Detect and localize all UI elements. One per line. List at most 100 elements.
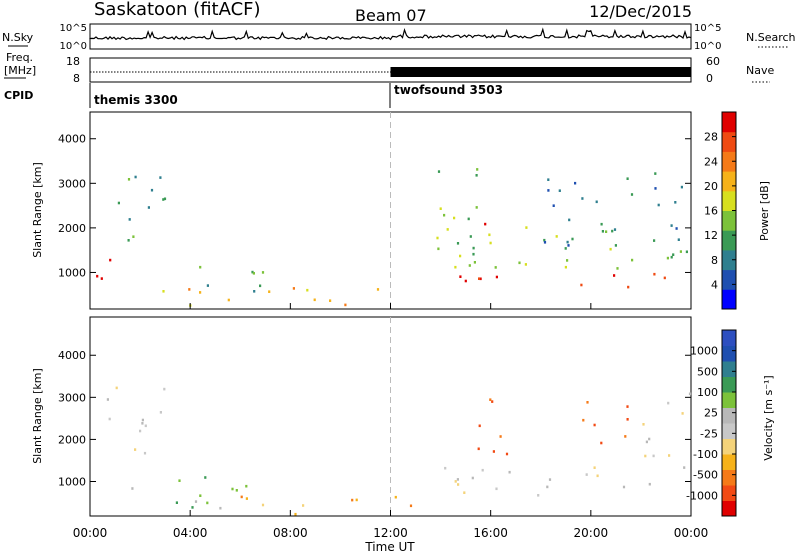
data-cell <box>648 482 651 486</box>
data-cell <box>106 398 109 401</box>
data-cell <box>443 213 446 217</box>
noise-search-label: N.Search <box>746 31 796 44</box>
data-cell <box>626 405 629 408</box>
data-cell <box>566 240 569 244</box>
y-tick-label: 1000 <box>58 475 86 488</box>
data-cell <box>117 201 120 205</box>
colorbar-tick-label: 24 <box>704 155 718 168</box>
data-cell <box>475 174 478 177</box>
power-y-ticks: 4000 3000 2000 1000 <box>58 133 691 279</box>
data-cell <box>139 429 142 433</box>
data-cell <box>648 437 651 441</box>
data-cell <box>613 274 616 277</box>
data-cell <box>484 222 487 226</box>
cpid-label: CPID <box>4 89 33 102</box>
data-cell <box>109 258 112 262</box>
velocity-colorbar: 1000 500 100 25 -25 -100 -500 -1000 <box>686 329 737 517</box>
colorbar-swatch <box>722 376 736 393</box>
data-cell <box>473 261 476 264</box>
data-cell <box>478 424 481 428</box>
data-cell <box>645 440 648 444</box>
power-panel-frame <box>89 111 692 310</box>
colorbar-swatch <box>722 392 736 408</box>
x-tick-label: 04:00 <box>173 526 208 540</box>
colorbar-swatch <box>722 210 736 231</box>
y-tick-label: 3000 <box>58 391 86 404</box>
colorbar-tick-label: -1000 <box>686 489 718 502</box>
data-cell <box>679 250 682 253</box>
data-cell <box>666 256 669 260</box>
data-cell <box>204 476 207 479</box>
data-cell <box>162 290 165 293</box>
data-cell <box>444 466 447 470</box>
data-cell <box>188 288 191 291</box>
data-cell <box>351 498 354 502</box>
velocity-panel: 4000 3000 2000 1000 Slant Range [km] 1000 50… <box>31 316 775 517</box>
data-cell <box>568 218 571 222</box>
noise-sky-series <box>89 27 692 41</box>
data-cell <box>508 470 511 474</box>
cpid-mode-themis: themis 3300 <box>94 93 178 107</box>
y-tick-label: 2000 <box>58 222 86 235</box>
data-cell <box>464 279 467 283</box>
data-cell <box>253 290 256 293</box>
date-title: 12/Dec/2015 <box>589 2 692 21</box>
velocity-panel-frame <box>89 316 692 517</box>
velocity-colorbar-label: Velocity [m s⁻¹] <box>762 375 775 460</box>
data-cell <box>472 246 475 250</box>
colorbar-tick-label: 16 <box>704 205 718 218</box>
data-cell <box>567 244 570 247</box>
data-cell <box>199 291 202 294</box>
noise-sky-label: N.Sky <box>2 31 34 44</box>
colorbar-tick-label: 25 <box>704 407 718 420</box>
data-cell <box>159 176 162 179</box>
y-tick-label: 4000 <box>58 133 86 146</box>
data-cell <box>616 267 619 270</box>
data-cell <box>475 206 478 209</box>
x-tick-label: 20:00 <box>574 526 609 540</box>
data-cell <box>552 204 555 207</box>
data-cell <box>670 255 673 259</box>
data-cell <box>495 487 498 491</box>
data-cell <box>600 441 603 445</box>
data-cell <box>653 272 656 276</box>
data-cell <box>128 218 131 221</box>
data-cell <box>100 277 103 280</box>
colorbar-swatch <box>722 485 736 501</box>
colorbar-tick-label: 1000 <box>690 345 718 358</box>
nave-label: Nave <box>746 64 774 77</box>
data-cell <box>631 258 634 262</box>
velocity-ylabel: Slant Range [km] <box>31 368 44 464</box>
colorbar-swatch <box>722 469 736 486</box>
data-cell <box>672 253 675 256</box>
data-cell <box>611 229 614 233</box>
data-cell <box>175 501 178 504</box>
data-cell <box>564 247 567 250</box>
colorbar-swatch <box>722 423 736 439</box>
colorbar-swatch <box>722 151 736 172</box>
power-panel: 4000 3000 2000 1000 Slant Range [km] 28 24 20… <box>31 111 771 310</box>
data-cell <box>472 252 475 256</box>
data-cell <box>558 189 561 192</box>
data-cell <box>477 447 480 451</box>
data-cell <box>294 512 297 516</box>
data-cell <box>674 201 677 204</box>
data-cell <box>306 288 309 292</box>
x-tick-label: 12:00 <box>373 526 408 540</box>
velocity-cells <box>106 386 692 516</box>
colorbar-swatch <box>722 112 736 133</box>
data-cell <box>476 168 479 171</box>
data-cell <box>437 247 440 251</box>
y-tick-label: 3000 <box>58 177 86 190</box>
data-cell <box>593 466 596 469</box>
freq-tick-bottom: 8 <box>73 72 80 85</box>
nave-tick-top: 60 <box>706 55 720 68</box>
data-cell <box>624 435 627 438</box>
colorbar-swatch <box>722 190 736 211</box>
data-cell <box>199 494 202 497</box>
data-cell <box>471 476 474 480</box>
frequency-panel: Freq. [MHz] 18 8 60 0 Nave <box>4 51 774 85</box>
data-cell <box>654 172 657 175</box>
data-cell <box>141 418 144 422</box>
